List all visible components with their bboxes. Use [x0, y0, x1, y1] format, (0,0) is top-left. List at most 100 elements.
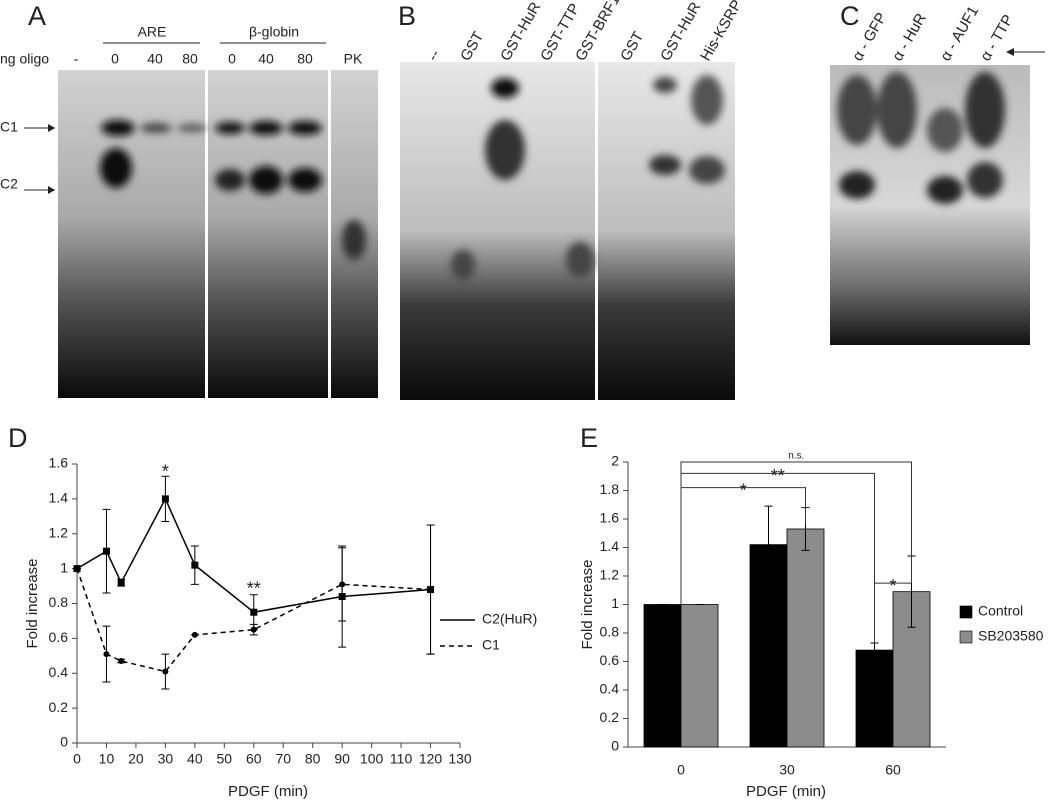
x-tick-label: 50 [217, 751, 233, 767]
y-tick-label: 1.2 [49, 524, 69, 540]
bracket [680, 461, 912, 605]
arrow-head [48, 186, 55, 194]
x-tick-label: 120 [419, 751, 443, 767]
lane-label: GST [617, 29, 647, 64]
group-label: ARE [138, 24, 167, 40]
lane-label: 0 [228, 51, 236, 67]
x-tick-label: 60 [885, 762, 901, 778]
y-tick-label: 0.2 [49, 699, 69, 715]
marker [191, 631, 198, 638]
x-tick-label: 70 [275, 751, 291, 767]
marker [250, 626, 257, 633]
x-tick-label: 0 [677, 762, 685, 778]
legend-label: Control [978, 603, 1023, 619]
marker [339, 581, 346, 588]
series-line [76, 497, 431, 614]
marker [117, 579, 125, 587]
legend-label: C2(HuR) [482, 611, 537, 627]
lane-label: - [74, 51, 79, 67]
x-axis-title: PDGF (min) [746, 783, 826, 800]
y-axis-title: Fold increase [579, 559, 596, 649]
y-tick-label: 0.6 [49, 629, 69, 645]
lane-label: GST [457, 29, 487, 64]
lane-label: α - HuR [889, 10, 930, 64]
annotation: ** [247, 578, 261, 598]
band-label: C2 [0, 176, 18, 192]
x-tick-label: 60 [246, 751, 262, 767]
lane-label: α - AUF1 [937, 3, 982, 64]
lane-label: His-KSRP [697, 0, 745, 64]
marker [161, 495, 169, 503]
gel-a [58, 70, 378, 398]
arrow-head [48, 124, 55, 132]
x-tick-label: 40 [187, 751, 203, 767]
lane-label: PK [344, 51, 363, 67]
marker [103, 651, 110, 658]
panel-label: B [398, 1, 416, 31]
y-tick-label: 1.4 [49, 490, 69, 506]
oligo-label: ng oligo [0, 51, 49, 67]
marker [191, 561, 199, 569]
y-tick-label: 1 [611, 595, 619, 611]
y-tick-label: 0 [60, 734, 68, 750]
legend-label: C1 [482, 637, 500, 653]
annotation: n.s. [788, 451, 804, 462]
marker [74, 565, 80, 572]
y-tick-label: 2 [611, 453, 619, 469]
panel-label: C [840, 1, 860, 31]
x-tick-label: 20 [128, 751, 144, 767]
lane-label: -- [424, 47, 444, 64]
panel-label: A [28, 1, 46, 31]
legend-swatch [959, 630, 973, 644]
x-tick-label: 30 [779, 762, 795, 778]
y-tick-label: 0.8 [49, 594, 69, 610]
bar [643, 604, 682, 748]
y-tick-label: 1.4 [600, 538, 620, 554]
marker [162, 668, 169, 675]
x-tick-label: 10 [99, 751, 115, 767]
y-tick-label: 0.4 [49, 664, 69, 680]
annotation: * [740, 480, 747, 500]
y-tick-label: 0.8 [600, 624, 620, 640]
panel-label: D [8, 423, 28, 453]
y-tick-label: 1.6 [600, 510, 620, 526]
lane-label: 80 [297, 51, 313, 67]
lane-label: 80 [182, 51, 198, 67]
y-tick-label: 1.6 [49, 455, 69, 471]
bar [855, 649, 894, 748]
x-tick-label: 130 [448, 751, 472, 767]
bar [786, 528, 825, 748]
x-tick-label: 100 [360, 751, 384, 767]
marker [427, 586, 434, 593]
lane-label: 40 [258, 51, 274, 67]
error-bar [764, 505, 773, 584]
group-label: β-globin [249, 24, 299, 40]
x-tick-label: 0 [73, 751, 81, 767]
y-tick-label: 1.8 [600, 481, 620, 497]
bracket [874, 553, 912, 645]
marker [250, 608, 258, 616]
annotation: * [162, 461, 169, 481]
y-tick-label: 1.2 [600, 567, 620, 583]
gel-b [400, 62, 735, 400]
band-label: C1 [0, 119, 18, 135]
legend-swatch [959, 605, 973, 619]
y-tick-label: 0 [611, 738, 619, 754]
y-tick-label: 0.6 [600, 652, 620, 668]
panel-label: E [580, 423, 598, 453]
x-tick-label: 80 [305, 751, 321, 767]
marker [118, 658, 125, 665]
lane-label: 40 [147, 51, 163, 67]
x-tick-label: 30 [158, 751, 174, 767]
bar [680, 604, 719, 748]
marker [102, 547, 110, 555]
legend-label: SB203580 [978, 628, 1044, 644]
annotation: ** [771, 466, 785, 486]
gel-c [830, 65, 1030, 345]
lane-label: α - TTP [977, 12, 1017, 64]
x-tick-label: 90 [334, 751, 350, 767]
x-tick-label: 110 [390, 751, 413, 767]
y-tick-label: 0.2 [600, 709, 620, 725]
